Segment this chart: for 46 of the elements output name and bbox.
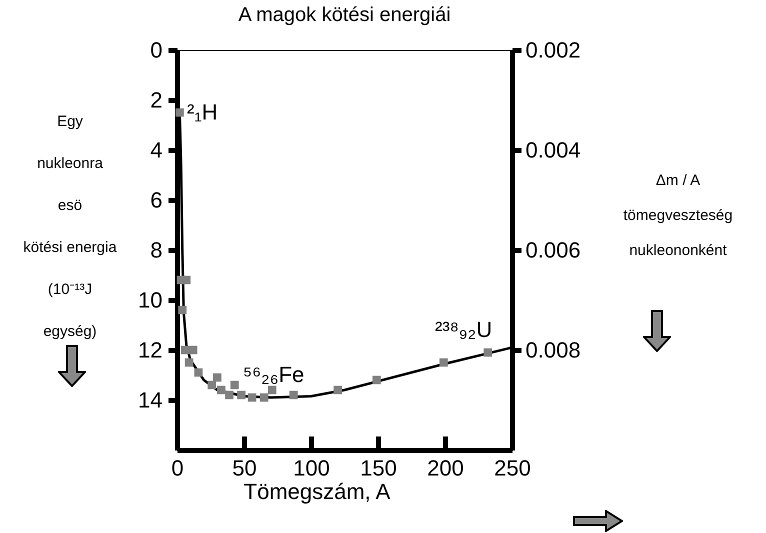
point [372, 376, 381, 384]
y-tick-label: 14 [138, 388, 162, 412]
point [225, 390, 234, 400]
annotation: ²³⁸₉₂U [435, 317, 492, 342]
y2-tick-label: 0.004 [526, 138, 581, 162]
text: Egy nukleonra esö kötési energia (10⁻¹³J egység) [23, 113, 117, 340]
y-tick-label: 6 [150, 188, 162, 212]
x-tick-label: 200 [427, 456, 464, 480]
point [248, 393, 256, 402]
text: Δm / A tömegveszteség nukleononként [623, 172, 733, 259]
y-tick-label: 12 [138, 338, 162, 362]
x-tick-label: 50 [232, 456, 257, 480]
point [260, 393, 268, 402]
point [180, 346, 190, 354]
point [230, 380, 239, 390]
point [289, 390, 298, 400]
point [178, 306, 187, 314]
annotation: ⁵⁶₂₆Fe [243, 362, 304, 387]
point [184, 358, 194, 367]
x-tick-label: 150 [360, 456, 397, 480]
point [188, 346, 198, 354]
x-tick-label: 0 [171, 456, 184, 480]
x-axis-title: Tömegszám, A [244, 479, 391, 504]
x-tick-label: 250 [494, 456, 531, 480]
y-tick-label: 2 [150, 88, 162, 112]
point [268, 386, 276, 394]
chart-title: A magok kötési energiái [238, 4, 451, 26]
y-tick-label: 4 [150, 138, 162, 162]
point [175, 108, 184, 117]
point [334, 386, 342, 394]
point [484, 348, 492, 357]
point [237, 390, 246, 400]
y2-tick-label: 0.008 [526, 338, 581, 362]
point [182, 276, 191, 284]
point [217, 386, 226, 394]
point [194, 368, 203, 377]
point [439, 358, 448, 367]
x-tick-label: 100 [293, 456, 330, 480]
y2-tick-label: 0.006 [526, 238, 581, 262]
annotation: ²₁H [187, 100, 218, 124]
y-tick-label: 8 [150, 238, 162, 262]
y-tick-label: 0 [150, 38, 162, 62]
point [208, 380, 216, 390]
y-tick-label: 10 [138, 288, 162, 312]
point [213, 373, 222, 382]
y2-tick-label: 0.002 [526, 38, 581, 62]
